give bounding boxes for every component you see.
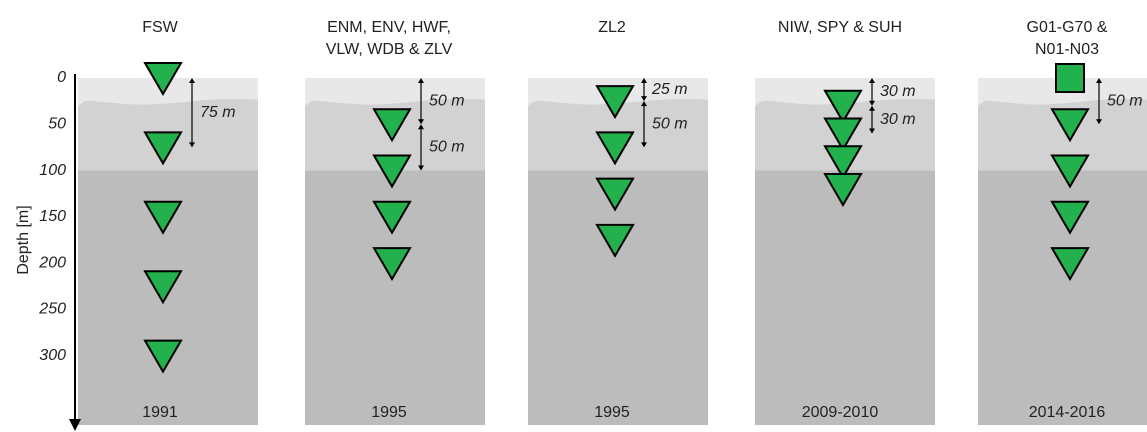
spacing-label: 50 m: [429, 139, 465, 156]
spacing-label: 30 m: [880, 83, 916, 100]
sensor-triangle: [372, 154, 412, 189]
sensor-triangle: [595, 131, 635, 166]
y-tick-label: 250: [38, 301, 66, 318]
sensor-triangle: [823, 145, 863, 180]
panel-year: 1995: [371, 404, 407, 421]
y-tick-label: 200: [38, 254, 66, 271]
y-tick-label: 300: [39, 347, 66, 364]
panel-year: 2014-2016: [1029, 404, 1106, 421]
y-tick-label: 50: [48, 115, 66, 132]
panel-title: G01-G70 &: [1027, 19, 1108, 36]
y-tick-label: 150: [39, 208, 66, 225]
arrow-head: [1096, 78, 1102, 125]
panel-title: VLW, WDB & ZLV: [326, 41, 453, 58]
panel-title: ENM, ENV, HWF,: [327, 19, 451, 36]
panel-year: 1991: [142, 404, 178, 421]
sensor-triangle: [1050, 108, 1090, 143]
sensor-triangle: [823, 89, 863, 124]
sensor-triangle: [143, 131, 183, 166]
axis-arrow: [69, 419, 81, 431]
sensor-triangle: [372, 200, 412, 235]
spacing-label: 25 m: [651, 81, 688, 98]
sensor-triangle: [823, 173, 863, 208]
panel-title: NIW, SPY & SUH: [778, 19, 902, 36]
spacing-label: 75 m: [200, 104, 236, 121]
sensor-triangle: [595, 85, 635, 120]
axis-label: Depth [m]: [15, 205, 32, 274]
panel-title: ZL2: [598, 19, 626, 36]
panel-title: N01-N03: [1035, 41, 1099, 58]
sensor-triangle: [143, 200, 183, 235]
sensor-triangle: [1050, 200, 1090, 235]
panel-title: FSW: [142, 19, 178, 36]
sensor-triangle: [1050, 154, 1090, 189]
sensor-triangle: [595, 223, 635, 258]
spacing-label: 50 m: [429, 92, 465, 109]
y-tick-label: 100: [39, 162, 66, 179]
sensor-triangle: [143, 339, 183, 374]
arrow-head: [641, 78, 647, 102]
arrow-head: [418, 78, 424, 125]
arrow-head: [418, 124, 424, 171]
y-tick-label: 0: [57, 69, 66, 86]
sensor-square: [1055, 63, 1085, 93]
sensor-triangle: [595, 177, 635, 212]
sensor-triangle: [143, 62, 183, 96]
sensor-triangle: [372, 247, 412, 282]
arrow-head: [641, 101, 647, 148]
spacing-label: 30 m: [880, 111, 916, 128]
sensor-triangle: [823, 117, 863, 152]
sensor-triangle: [1050, 247, 1090, 282]
sensor-triangle: [143, 270, 183, 305]
spacing-label: 50 m: [652, 115, 688, 132]
sensor-triangle: [372, 108, 412, 143]
spacing-label: 50 m: [1107, 92, 1143, 109]
surface-layer: [78, 78, 258, 106]
surface-layer: [305, 78, 485, 106]
panel-year: 2009-2010: [802, 404, 879, 421]
panel-year: 1995: [594, 404, 630, 421]
